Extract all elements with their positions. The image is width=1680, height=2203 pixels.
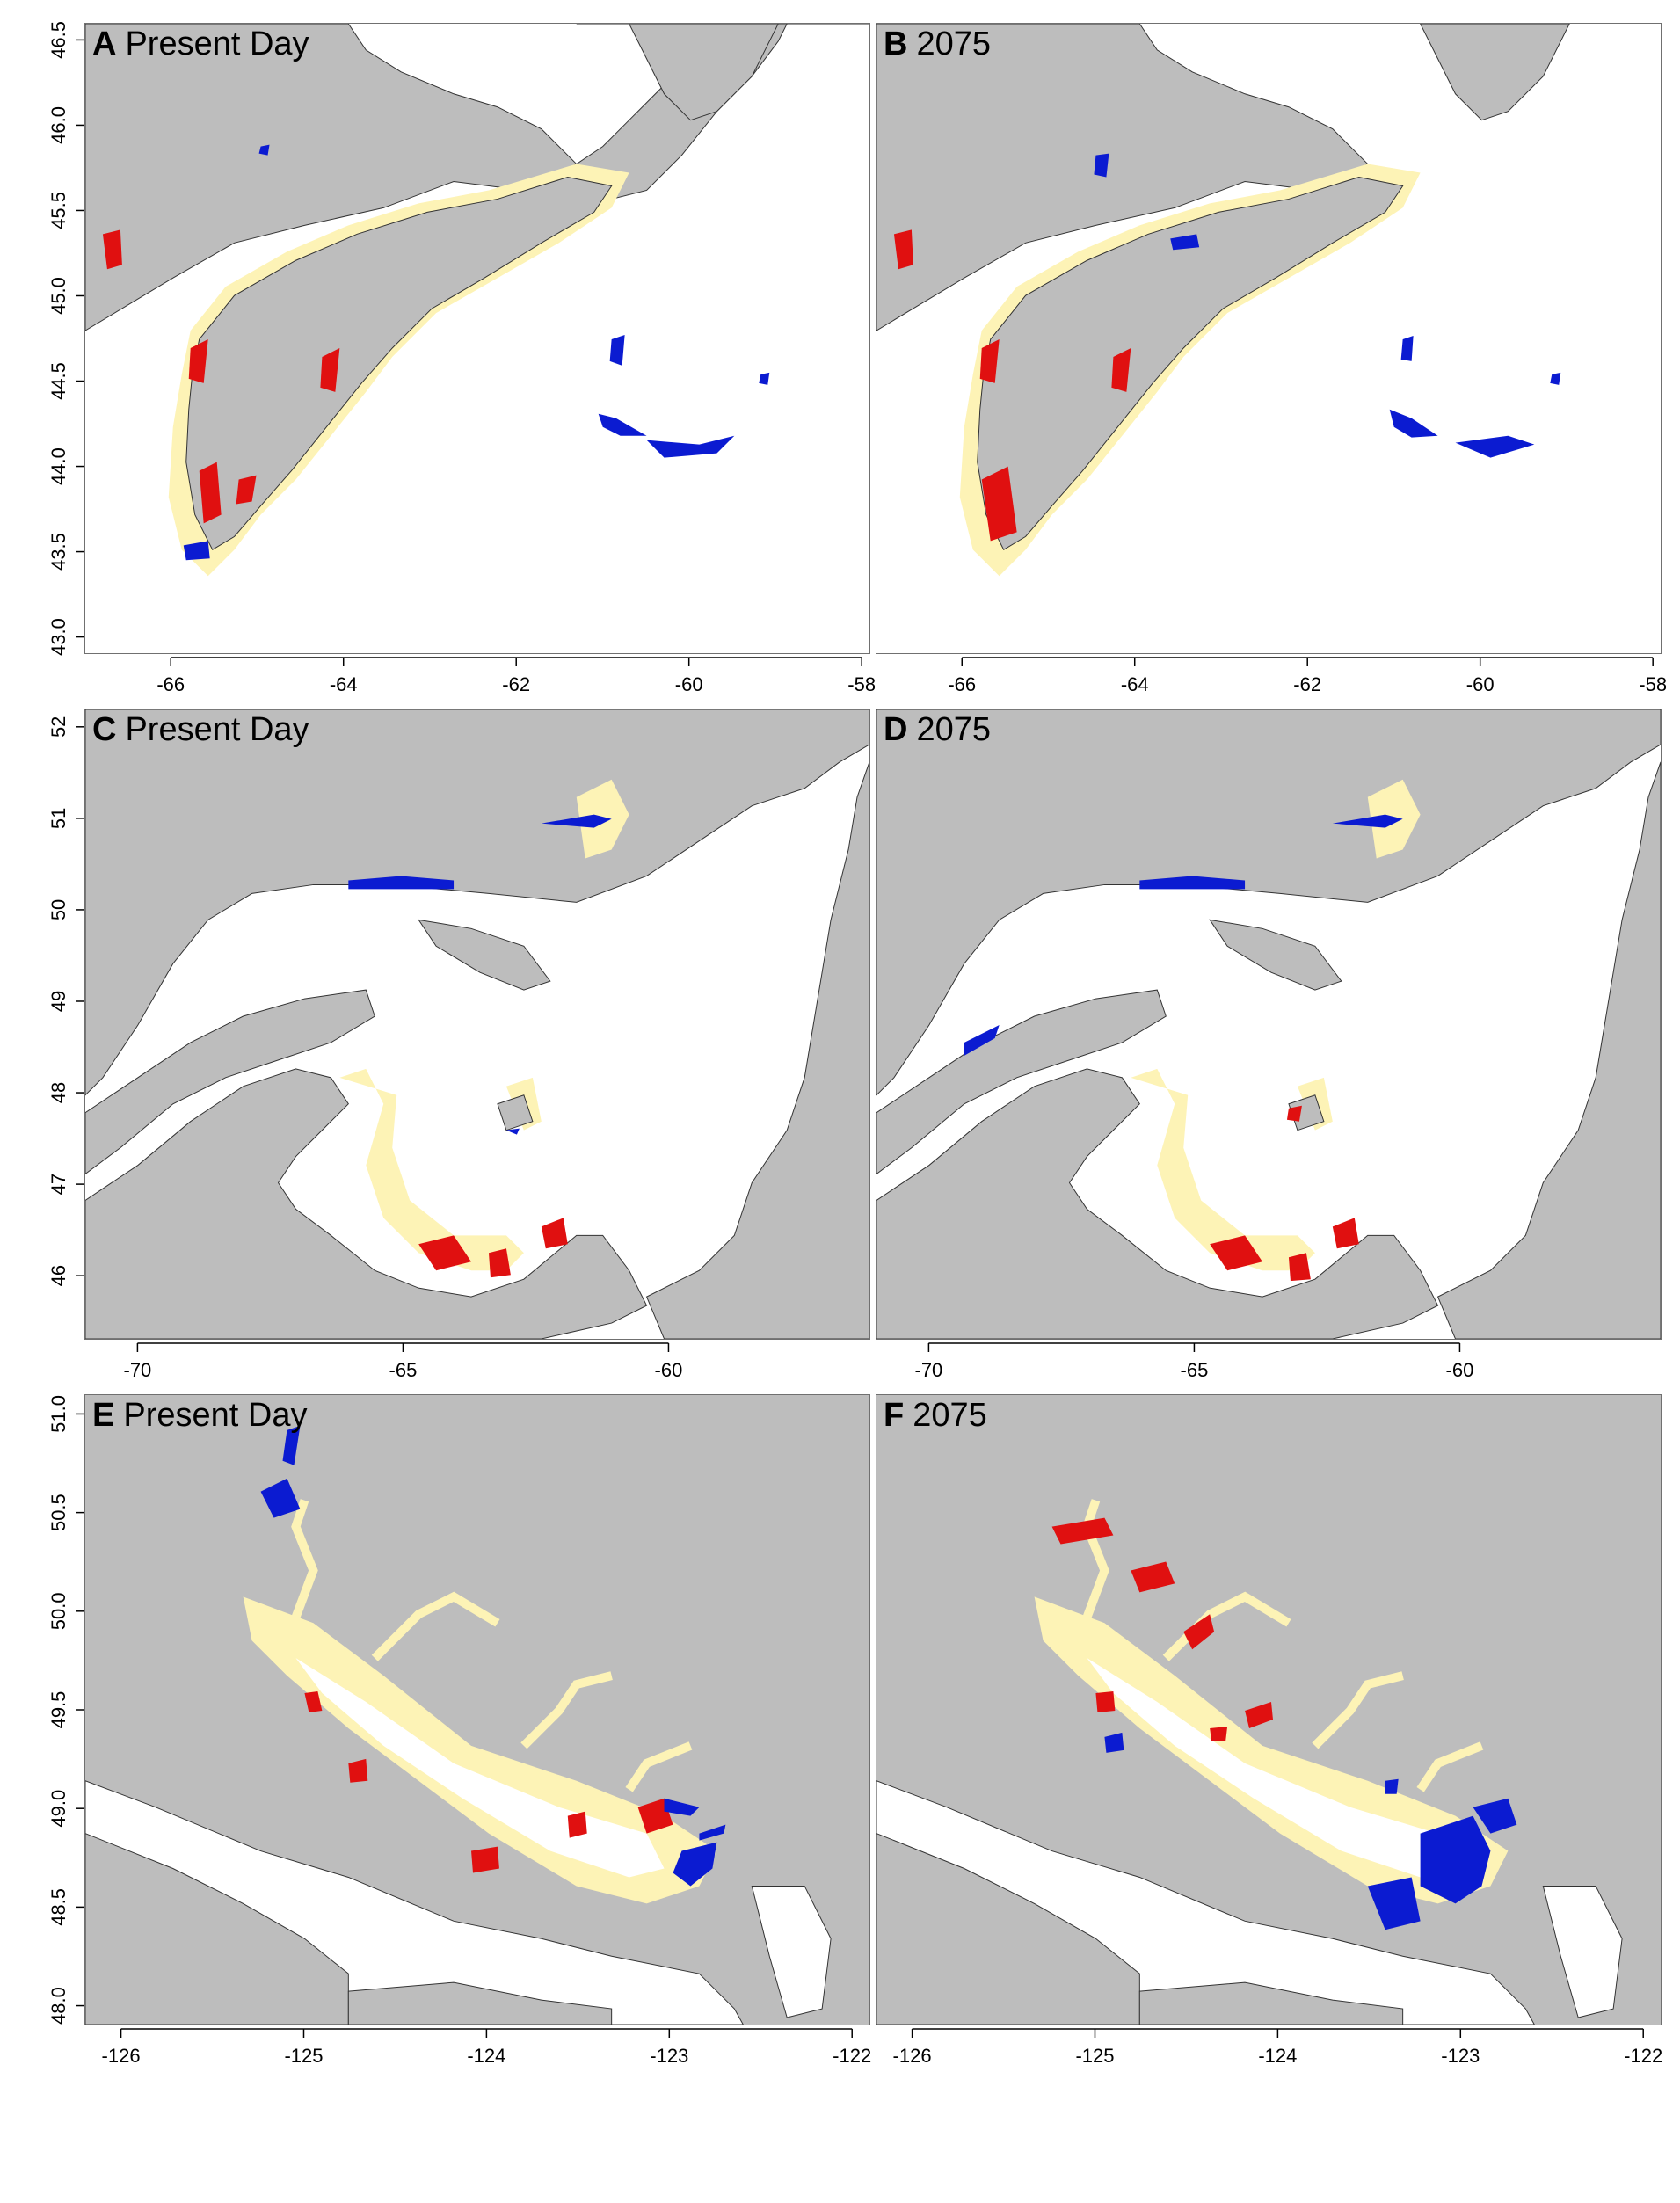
x-tick-label: -60 (655, 1359, 683, 1381)
scotian-shelf-present-map (85, 24, 869, 653)
x-tick-label: -64 (330, 673, 358, 695)
y-tick-label: 50.5 (47, 1494, 69, 1531)
x-tick-label: -125 (1075, 2045, 1114, 2067)
x-tick-label: -126 (102, 2045, 141, 2067)
y-tick-label: 46 (47, 1265, 69, 1286)
x-tick-label: -65 (1181, 1359, 1209, 1381)
strait-of-georgia-present-map (85, 1395, 869, 2025)
x-tick-label: -60 (1446, 1359, 1474, 1381)
y-tick-label: 50.0 (47, 1592, 69, 1630)
y-tick-label: 44.5 (47, 362, 69, 400)
y-tick-label: 48.5 (47, 1888, 69, 1926)
y-tick-label: 43.5 (47, 533, 69, 571)
x-tick-label: -124 (1258, 2045, 1297, 2067)
map-panel-e: E Present Day (84, 1394, 870, 2025)
x-tick-label: -125 (284, 2045, 323, 2067)
x-tick-label: -62 (502, 673, 530, 695)
y-tick-label: 52 (47, 716, 69, 738)
x-tick-label: -124 (467, 2045, 505, 2067)
x-tick-label: -126 (893, 2045, 932, 2067)
panel-c-label: C Present Day (92, 711, 309, 748)
panel-e-label: E Present Day (92, 1397, 308, 1434)
scotian-shelf-2075-map (876, 24, 1661, 653)
x-tick-label: -62 (1293, 673, 1321, 695)
panel-a-label: A Present Day (92, 25, 309, 62)
x-tick-label: -123 (1441, 2045, 1480, 2067)
x-tick-label: -65 (389, 1359, 418, 1381)
x-tick-label: -64 (1121, 673, 1149, 695)
map-panel-b: B 2075 (876, 23, 1662, 654)
x-tick-label: -70 (124, 1359, 152, 1381)
map-panel-f: F 2075 (876, 1394, 1662, 2025)
x-tick-label: -66 (948, 673, 976, 695)
y-tick-label: 45.0 (47, 277, 69, 315)
y-tick-label: 45.5 (47, 192, 69, 229)
panel-d-label: D 2075 (884, 711, 991, 748)
map-panel-a: A Present Day (84, 23, 870, 654)
x-tick-label: -122 (833, 2045, 871, 2067)
panel-b-label: B 2075 (884, 25, 991, 62)
panel-f-label: F 2075 (884, 1397, 987, 1434)
x-tick-label: -123 (650, 2045, 688, 2067)
y-tick-label: 44.0 (47, 447, 69, 485)
y-tick-label: 43.0 (47, 618, 69, 656)
x-tick-label: -66 (156, 673, 185, 695)
y-tick-label: 51 (47, 808, 69, 829)
y-tick-label: 49.0 (47, 1790, 69, 1828)
gulf-st-lawrence-2075-map (876, 709, 1661, 1339)
map-panel-c: C Present Day (84, 709, 870, 1340)
y-tick-label: 50 (47, 899, 69, 920)
x-tick-label: -122 (1624, 2045, 1662, 2067)
y-tick-label: 49 (47, 991, 69, 1012)
y-tick-label: 49.5 (47, 1691, 69, 1729)
gulf-st-lawrence-present-map (85, 709, 869, 1339)
strait-of-georgia-2075-map (876, 1395, 1661, 2025)
x-tick-label: -60 (675, 673, 703, 695)
x-tick-label: -58 (1639, 673, 1667, 695)
y-tick-label: 48 (47, 1082, 69, 1103)
y-tick-label: 46.5 (47, 21, 69, 59)
y-tick-label: 48.0 (47, 1987, 69, 2025)
y-tick-label: 47 (47, 1174, 69, 1195)
map-panel-d: D 2075 (876, 709, 1662, 1340)
y-tick-label: 46.0 (47, 106, 69, 144)
x-tick-label: -70 (915, 1359, 943, 1381)
x-tick-label: -58 (847, 673, 876, 695)
y-tick-label: 51.0 (47, 1395, 69, 1433)
x-tick-label: -60 (1466, 673, 1495, 695)
